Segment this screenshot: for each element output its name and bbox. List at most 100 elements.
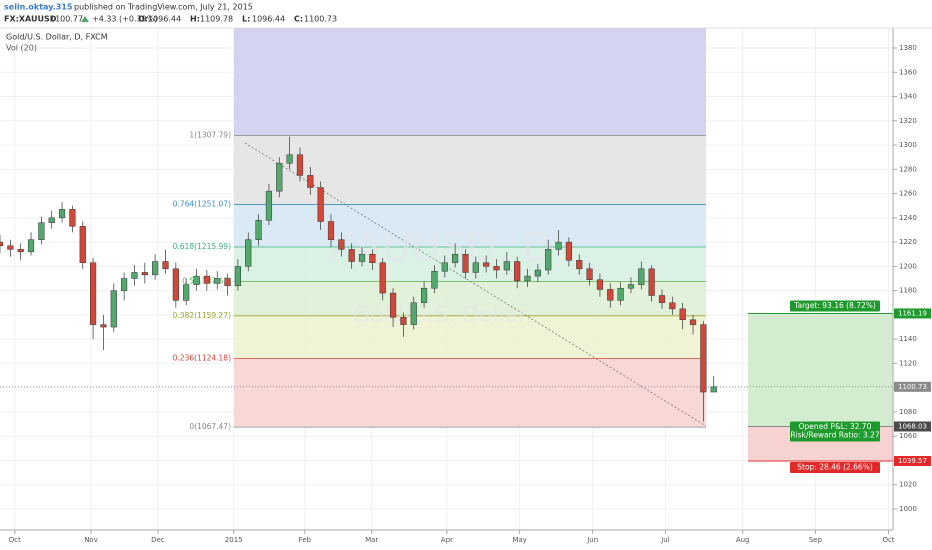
- candle-body: [69, 209, 76, 227]
- y-tick-label: 1060: [899, 432, 917, 440]
- candle-body: [27, 239, 35, 253]
- profit-zone: [748, 313, 893, 427]
- candle-body: [79, 226, 86, 263]
- x-tick-label: 2015: [225, 536, 243, 544]
- candle-body: [48, 217, 55, 223]
- fib-label: 0.764(1251.07): [173, 199, 231, 208]
- fib-band: [234, 358, 706, 428]
- candle-body: [493, 266, 500, 271]
- candle-body: [369, 254, 376, 263]
- candle-body: [307, 175, 314, 188]
- candle-body: [586, 268, 593, 280]
- y-tick-label: 1120: [899, 359, 917, 367]
- candle-body: [141, 272, 148, 276]
- candle-body: [183, 284, 190, 301]
- candles: [0, 136, 717, 422]
- fib-label: 0.618(1215.99): [173, 242, 231, 251]
- target-price-label-badge: [894, 308, 931, 319]
- entry-price-label-badge: [894, 421, 931, 432]
- candle-body: [607, 289, 614, 301]
- indicator-label: Vol (20): [6, 44, 37, 53]
- candle-body: [327, 221, 335, 240]
- x-tick-label: May: [512, 536, 526, 544]
- x-tick-label: Oct: [9, 536, 21, 544]
- candle-body: [58, 209, 66, 219]
- candle-body: [286, 154, 293, 164]
- candle-body: [669, 302, 676, 310]
- candle-body: [234, 266, 241, 287]
- x-tick-label: Nov: [84, 536, 98, 544]
- fib-label: 0.236(1124.18): [173, 353, 231, 362]
- candle-body: [503, 261, 510, 271]
- candle-body: [214, 278, 221, 284]
- fib-label: 0(1067.47): [189, 422, 231, 431]
- candle-body: [400, 317, 407, 325]
- candle-body: [296, 154, 304, 176]
- candle-body: [462, 254, 469, 273]
- y-tick-label: 1380: [899, 44, 917, 52]
- candle-body: [638, 268, 645, 285]
- entry-price-label: 1068.03: [898, 422, 927, 430]
- x-tick-label: Jun: [586, 536, 598, 544]
- position-tool: Target: 93.16 (8.72%) Opened P&L: 32.70Ri…: [0, 300, 893, 474]
- fib-label: 1(1307.79): [189, 131, 231, 140]
- x-tick-label: Oct: [882, 536, 894, 544]
- y-tick-label: 1140: [899, 335, 917, 343]
- x-tick-label: Dec: [151, 536, 165, 544]
- target-price-label: 1161.19: [898, 309, 927, 317]
- fib-band: [234, 315, 706, 359]
- candle-body: [358, 254, 366, 262]
- candle-body: [596, 279, 604, 290]
- candle-body: [565, 241, 572, 261]
- ohlc-label: L:: [242, 15, 250, 24]
- up-arrow-icon: [81, 16, 89, 22]
- candle-body: [0, 241, 4, 247]
- y-tick-label: 1300: [899, 141, 917, 149]
- watermark-sub: Gold/U.S. Dollar: [353, 303, 528, 328]
- ohlc-label: O:: [138, 15, 148, 24]
- candle-body: [224, 278, 231, 287]
- candle-body: [441, 262, 448, 272]
- candle-body: [679, 308, 686, 321]
- candle-body: [348, 249, 355, 262]
- price: 1100.77: [50, 15, 83, 24]
- y-tick-label: 1240: [899, 214, 917, 222]
- candle-body: [245, 239, 252, 267]
- candle-body: [658, 295, 666, 304]
- candle-body: [710, 386, 717, 393]
- candle-body: [431, 270, 438, 289]
- y-tick-label: 1260: [899, 190, 917, 198]
- candle-body: [7, 245, 14, 250]
- candle-body: [627, 284, 635, 289]
- change: +4.33 (+0.39%): [92, 15, 157, 24]
- ohlc: O: 1096.44 H: 1109.78 L: 1096.44 C: 1100.73: [138, 15, 337, 24]
- candle-body: [317, 187, 324, 222]
- fib-top-band: [234, 28, 706, 136]
- candle-body: [524, 275, 531, 282]
- chart-title: Gold/U.S. Dollar, D, FXCM: [6, 33, 108, 42]
- pnl-label: Opened P&L: 32.70: [799, 422, 872, 431]
- x-tick-label: Sep: [809, 536, 823, 544]
- candle-body: [172, 268, 179, 301]
- current-price-label: 1100.73: [898, 383, 927, 391]
- candle-body: [420, 287, 428, 304]
- candle-body: [121, 278, 128, 291]
- candle-body: [452, 254, 459, 263]
- candle-body: [689, 319, 697, 325]
- fib-band: [234, 281, 706, 316]
- y-tick-label: 1360: [899, 68, 917, 76]
- candle-body: [514, 261, 521, 282]
- x-tick-label: Feb: [299, 536, 312, 544]
- candle-body: [534, 269, 541, 277]
- candle-body: [162, 261, 169, 270]
- candle-body: [389, 292, 397, 318]
- y-tick-label: 1200: [899, 262, 917, 270]
- fib-band: [234, 246, 706, 282]
- candle-body: [617, 287, 624, 301]
- candle-body: [89, 262, 97, 325]
- candle-body: [38, 222, 45, 240]
- y-tick-label: 1180: [899, 287, 917, 295]
- y-tick-label: 1080: [899, 408, 917, 416]
- candle-body: [110, 290, 117, 328]
